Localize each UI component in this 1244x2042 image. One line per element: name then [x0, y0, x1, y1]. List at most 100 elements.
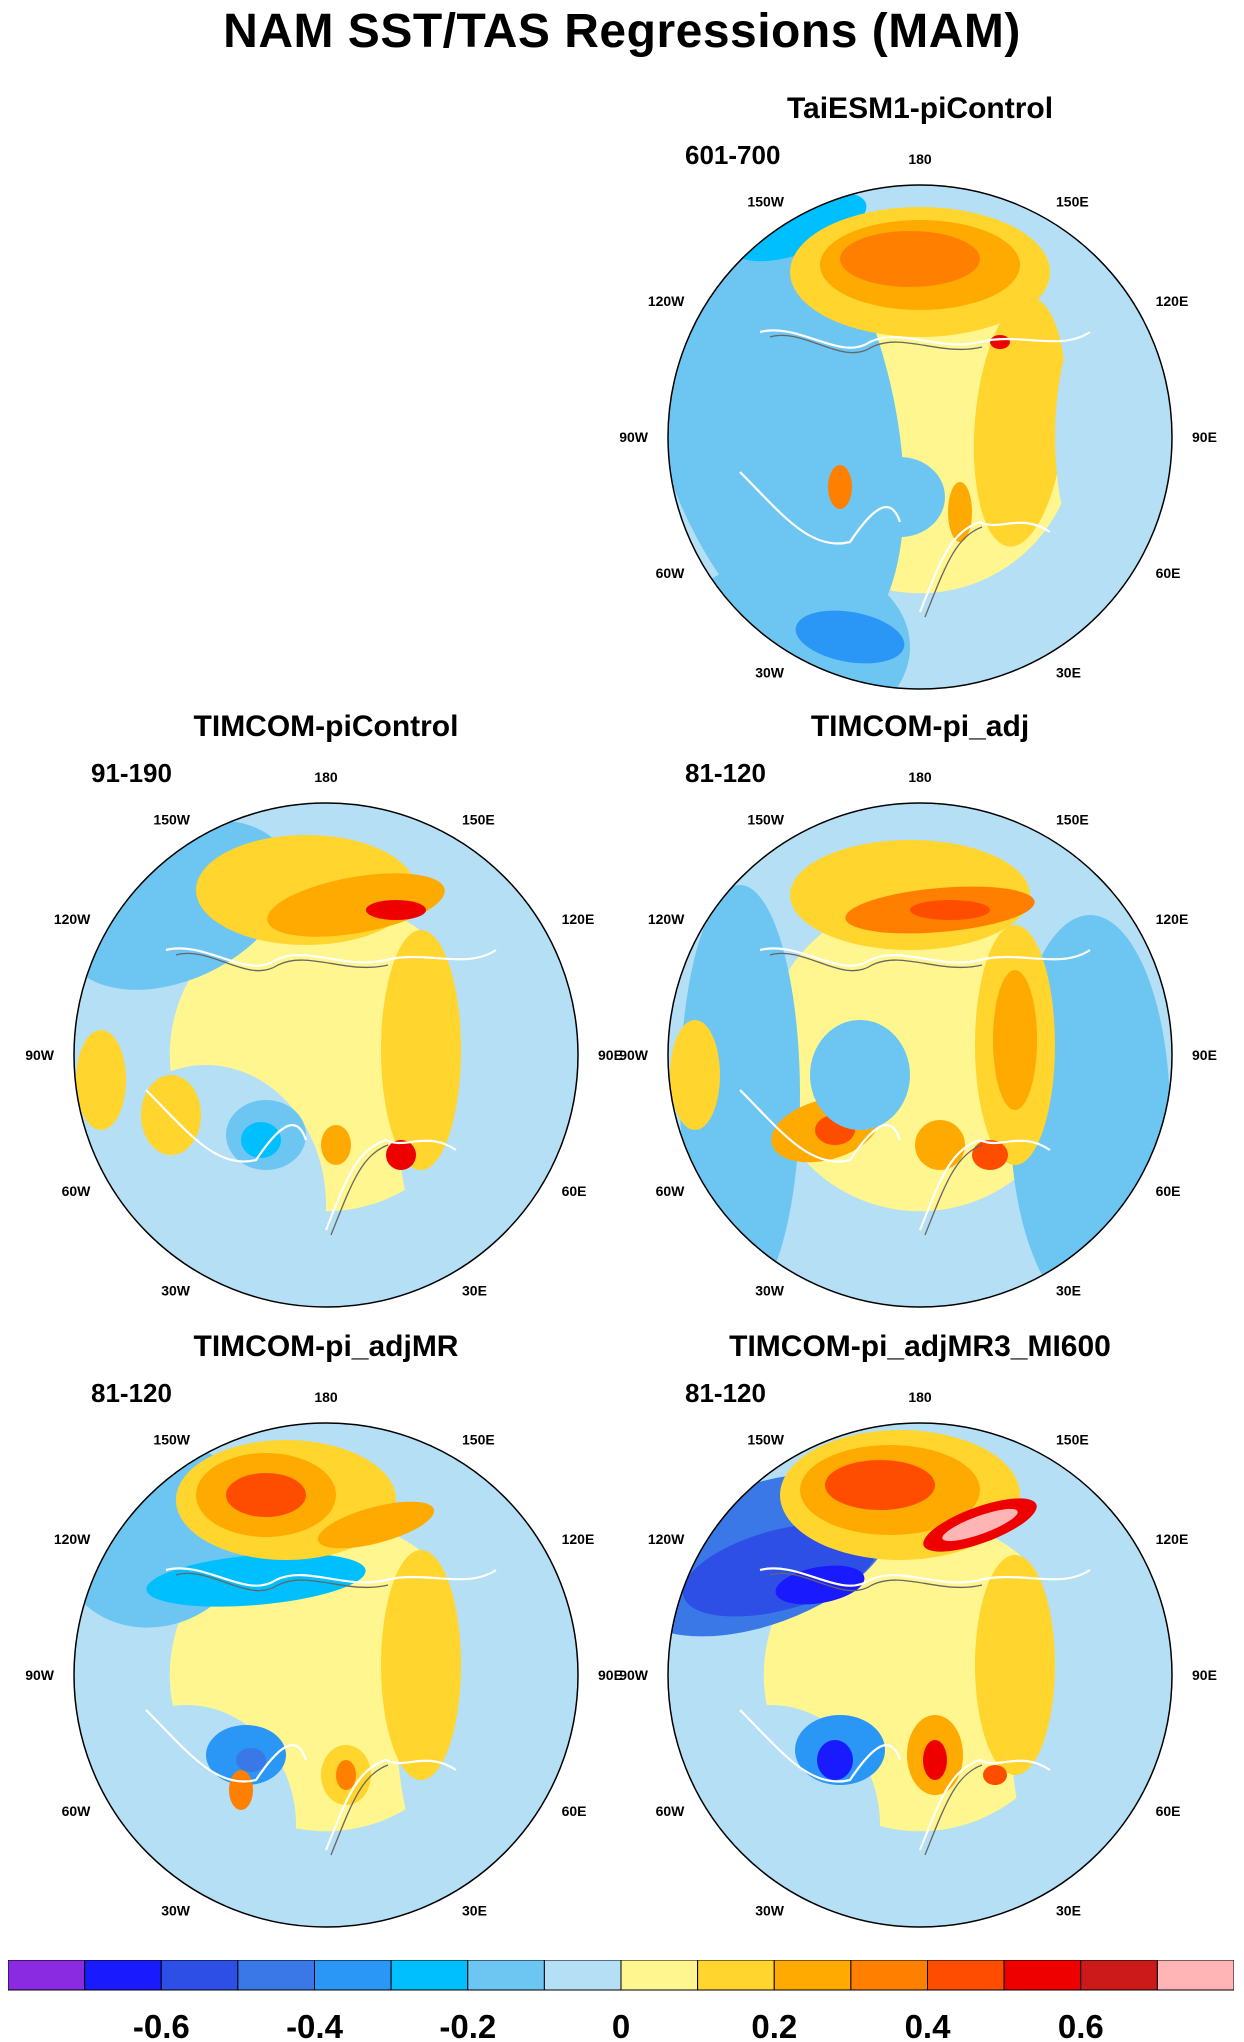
longitude-label: 60W	[656, 565, 686, 581]
coastline	[145, 1089, 308, 1163]
panel-years: 81-120	[685, 1378, 766, 1408]
longitude-label: 150E	[1056, 1431, 1089, 1447]
longitude-label: 60W	[656, 1803, 686, 1819]
map-boundary	[73, 802, 579, 1308]
panel-years: 81-120	[91, 1378, 172, 1408]
coastline	[324, 1138, 457, 1231]
coastline	[739, 1709, 902, 1783]
coastlines-dark	[769, 1572, 983, 1856]
contour-patch	[317, 1501, 435, 1549]
longitude-label: 30E	[462, 1283, 487, 1299]
colorbar-swatch	[850, 1960, 929, 1991]
coastlines	[739, 1567, 1091, 1851]
polar-stereographic-map: 180150E120E90E60E30E030W60W90W120W150W	[620, 769, 1217, 1308]
coastline	[175, 1572, 389, 1592]
coastline	[769, 334, 983, 354]
polar-stereographic-map: 180150E120E90E60E30E030W60W90W120W150W	[620, 1389, 1217, 1928]
map-boundary	[667, 184, 1173, 690]
coastlines-dark	[175, 952, 389, 1236]
map-panel-timcom-pi-adjmr: 180150E120E90E60E30E030W60W90W120W150W T…	[26, 1330, 626, 1940]
longitude-label: 150E	[1056, 193, 1089, 209]
longitude-label: 120W	[648, 911, 685, 927]
polar-stereographic-map: 180150E120E90E60E30E030W60W90W120W150W	[26, 1389, 623, 1928]
panel-title: TIMCOM-piControl	[193, 710, 459, 743]
coastline	[759, 329, 1091, 349]
longitude-label: 60E	[562, 1803, 587, 1819]
coastline	[759, 1567, 1091, 1587]
longitude-label: 90E	[598, 1667, 623, 1683]
contour-patch	[983, 1765, 1007, 1785]
longitude-label: 120W	[648, 293, 685, 309]
coastlines-dark	[175, 1572, 389, 1856]
contour-patch	[817, 1740, 853, 1780]
coastline	[918, 1758, 1051, 1851]
longitude-label: 180	[908, 1389, 932, 1405]
contour-patch	[972, 1140, 1008, 1170]
colorbar-swatch	[927, 1960, 1005, 1991]
longitude-label: 180	[314, 769, 338, 785]
contour-patch	[1055, 287, 1172, 587]
contour-field	[74, 803, 578, 1307]
longitude-label: 180	[314, 1389, 338, 1405]
contour-patch	[386, 1140, 416, 1170]
contour-patch	[993, 970, 1037, 1110]
colorbar-swatch	[314, 1960, 392, 1991]
longitude-label: 60E	[1156, 565, 1181, 581]
longitude-label: 90E	[598, 1047, 623, 1063]
colorbar-swatch	[467, 1960, 545, 1991]
contour-field	[668, 803, 1172, 1307]
coastline	[165, 947, 497, 967]
coastline	[769, 1572, 983, 1592]
colorbar-tick-label: 0	[612, 2008, 630, 2040]
contour-patch	[381, 1550, 461, 1780]
colorbar-tick-label: 0.6	[1058, 2008, 1104, 2040]
panel-title: TIMCOM-pi_adjMR3_MI600	[729, 1330, 1111, 1363]
figure-title: NAM SST/TAS Regressions (MAM)	[223, 5, 1021, 58]
panel-title: TIMCOM-pi_adjMR	[193, 1330, 459, 1363]
contour-patch	[810, 1020, 910, 1130]
contour-patch	[915, 1120, 965, 1170]
contour-patch	[226, 1473, 306, 1517]
coastlines	[145, 1567, 497, 1851]
longitude-label: 30E	[1056, 665, 1081, 681]
colorbar-swatch	[1156, 1960, 1234, 1991]
longitude-label: 60E	[562, 1183, 587, 1199]
longitude-label: 90E	[1192, 1047, 1217, 1063]
colorbar: -0.6 -0.4 -0.2 0 0.2 0.4 0.6	[8, 1960, 1234, 2040]
colorbar-swatch	[773, 1960, 852, 1991]
longitude-label: 150W	[747, 1431, 784, 1447]
longitude-label: 120E	[1156, 293, 1189, 309]
contour-patch	[855, 457, 945, 537]
coastline	[739, 1089, 902, 1163]
longitude-label: 150W	[747, 193, 784, 209]
longitude-label: 60W	[62, 1803, 92, 1819]
colorbar-swatch	[237, 1960, 316, 1991]
coastline	[918, 1138, 1051, 1231]
colorbar-tick-label: -0.4	[286, 2008, 344, 2040]
colorbar-swatch	[84, 1960, 162, 1991]
coastlines-dark	[769, 334, 983, 618]
longitude-label: 150E	[462, 811, 495, 827]
contour-patch	[236, 1748, 266, 1772]
map-panel-timcom-pi-adjmr3: 180150E120E90E60E30E030W60W90W120W150W T…	[620, 1330, 1220, 1940]
longitude-label: 30W	[755, 1283, 785, 1299]
longitude-label: 30W	[161, 1283, 191, 1299]
map-panel-timcom-pi-adj: 180150E120E90E60E30E030W60W90W120W150W T…	[620, 710, 1220, 1320]
colorbar-tick-label: -0.2	[439, 2008, 496, 2040]
panel-title: TIMCOM-pi_adj	[810, 710, 1030, 743]
longitude-label: 120E	[562, 911, 595, 927]
longitude-label: 90W	[26, 1667, 55, 1683]
map-panel-timcom-picontrol: 180150E120E90E60E30E030W60W90W120W150W T…	[26, 710, 626, 1320]
longitude-label: 150E	[462, 1431, 495, 1447]
contour-patch	[990, 335, 1010, 349]
coastline	[759, 947, 1091, 967]
coastline	[165, 1567, 497, 1587]
contour-patch	[910, 900, 990, 920]
longitude-label: 120W	[54, 911, 91, 927]
map-boundary	[667, 1422, 1173, 1928]
contour-patch	[948, 482, 972, 542]
longitude-label: 90E	[1192, 1667, 1217, 1683]
coastline	[330, 1144, 389, 1236]
contour-field	[668, 1423, 1172, 1927]
contour-field	[668, 185, 1172, 689]
